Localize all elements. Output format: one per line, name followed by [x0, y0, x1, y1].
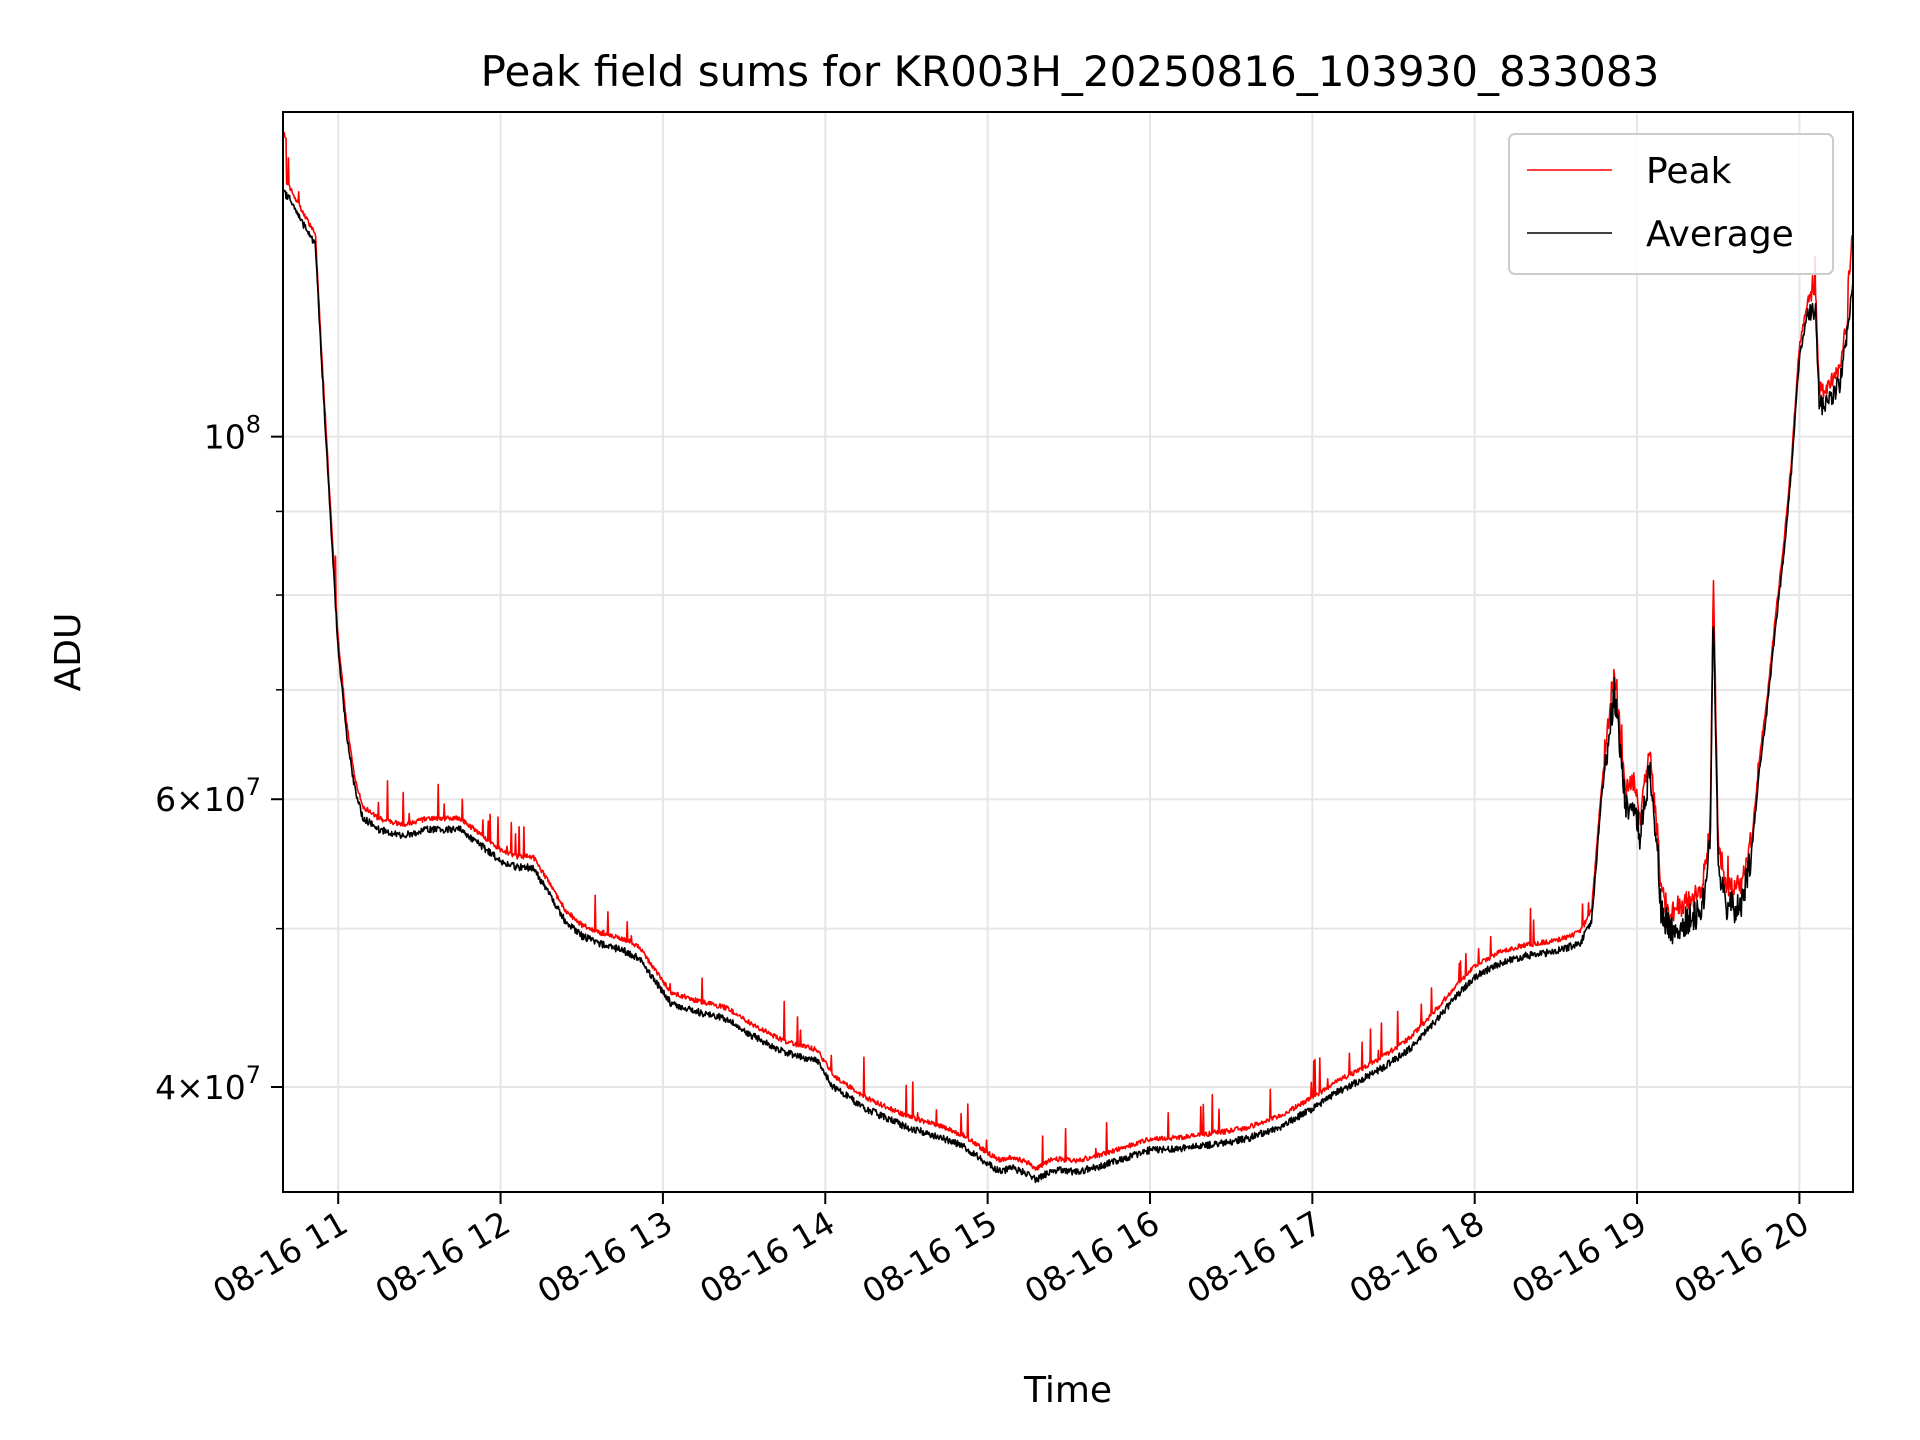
grid-layer — [283, 112, 1853, 1192]
series-line-average — [283, 189, 1853, 1184]
y-axis-label: ADU — [48, 613, 89, 692]
plot-frame — [282, 111, 1854, 1193]
legend-label-average: Average — [1646, 214, 1794, 255]
plot-area — [283, 131, 1853, 1184]
legend: Peak Average — [1508, 133, 1834, 275]
y-tick-label: 108 — [204, 411, 261, 457]
legend-frame — [1508, 133, 1834, 275]
chart-title: Peak field sums for KR003H_20250816_1039… — [481, 47, 1660, 96]
y-axis-ticks: 4×107 6×107 108 — [155, 411, 283, 1107]
y-tick-label: 6×107 — [155, 773, 261, 819]
series-line-peak — [283, 131, 1853, 1171]
legend-label-peak: Peak — [1646, 151, 1732, 192]
x-axis-label: Time — [1023, 1370, 1112, 1411]
y-tick-label: 4×107 — [155, 1061, 261, 1107]
